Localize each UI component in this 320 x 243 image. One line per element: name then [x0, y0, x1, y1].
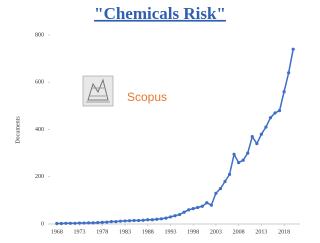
data-point — [187, 208, 190, 211]
data-point — [237, 161, 240, 164]
data-point — [260, 133, 263, 136]
data-point — [164, 216, 167, 219]
data-point — [96, 221, 99, 224]
x-tick-label: 1973 — [74, 229, 86, 235]
data-point — [287, 71, 290, 74]
data-point — [228, 173, 231, 176]
data-point — [128, 219, 131, 222]
y-tick-label: 600 — [35, 80, 44, 86]
data-point — [219, 187, 222, 190]
data-point — [182, 211, 185, 214]
data-point — [73, 222, 76, 225]
data-point — [173, 214, 176, 217]
data-point — [210, 204, 213, 207]
data-point — [82, 221, 85, 224]
data-point — [87, 221, 90, 224]
data-point — [105, 221, 108, 224]
x-tick-label: 1998 — [187, 229, 199, 235]
data-point — [201, 205, 204, 208]
data-point — [123, 219, 126, 222]
y-tick-label: 800 — [35, 32, 44, 38]
chart: "Chemicals Risk" Documents Scopus 0 200 40… — [0, 0, 312, 243]
data-point — [137, 219, 140, 222]
data-point — [114, 220, 117, 223]
data-point — [205, 201, 208, 204]
data-point — [60, 222, 63, 225]
data-point — [255, 142, 258, 145]
x-tick-label: 1993 — [164, 229, 176, 235]
chart-title: "Chemicals Risk" — [94, 4, 226, 23]
data-point — [169, 215, 172, 218]
y-tick-label: 0 — [41, 221, 44, 227]
y-tick-label: 200 — [35, 174, 44, 180]
x-tick-label: 1983 — [119, 229, 131, 235]
data-point — [55, 222, 58, 225]
data-point — [242, 159, 245, 162]
data-point — [132, 219, 135, 222]
x-tick-label: 2013 — [255, 229, 267, 235]
data-point — [146, 218, 149, 221]
data-point — [64, 222, 67, 225]
x-tick-label: 2018 — [278, 229, 290, 235]
data-point — [192, 207, 195, 210]
data-point — [160, 217, 163, 220]
data-point — [92, 221, 95, 224]
data-point — [151, 218, 154, 221]
data-point — [101, 221, 104, 224]
x-tick-label: 1968 — [51, 229, 63, 235]
data-point — [264, 126, 267, 129]
scopus-logo — [83, 76, 113, 106]
y-axis-label: Documents — [15, 116, 21, 144]
data-point — [251, 135, 254, 138]
data-point — [246, 152, 249, 155]
data-point — [178, 213, 181, 216]
annotation: Scopus — [127, 90, 167, 104]
data-point — [69, 222, 72, 225]
data-point — [78, 221, 81, 224]
data-point — [119, 220, 122, 223]
data-point — [292, 48, 295, 51]
data-point — [214, 192, 217, 195]
x-tick-label: 2008 — [233, 229, 245, 235]
data-point — [155, 218, 158, 221]
data-point — [110, 220, 113, 223]
data-point — [196, 206, 199, 209]
x-tick-label: 1988 — [142, 229, 154, 235]
data-point — [273, 111, 276, 114]
data-point — [282, 90, 285, 93]
x-tick-label: 2003 — [210, 229, 222, 235]
data-point — [269, 116, 272, 119]
data-point — [232, 153, 235, 156]
data-line — [57, 49, 293, 223]
data-point — [278, 109, 281, 112]
data-point — [142, 219, 145, 222]
data-point — [223, 180, 226, 183]
x-tick-label: 1978 — [96, 229, 108, 235]
y-tick-label: 400 — [35, 127, 44, 133]
